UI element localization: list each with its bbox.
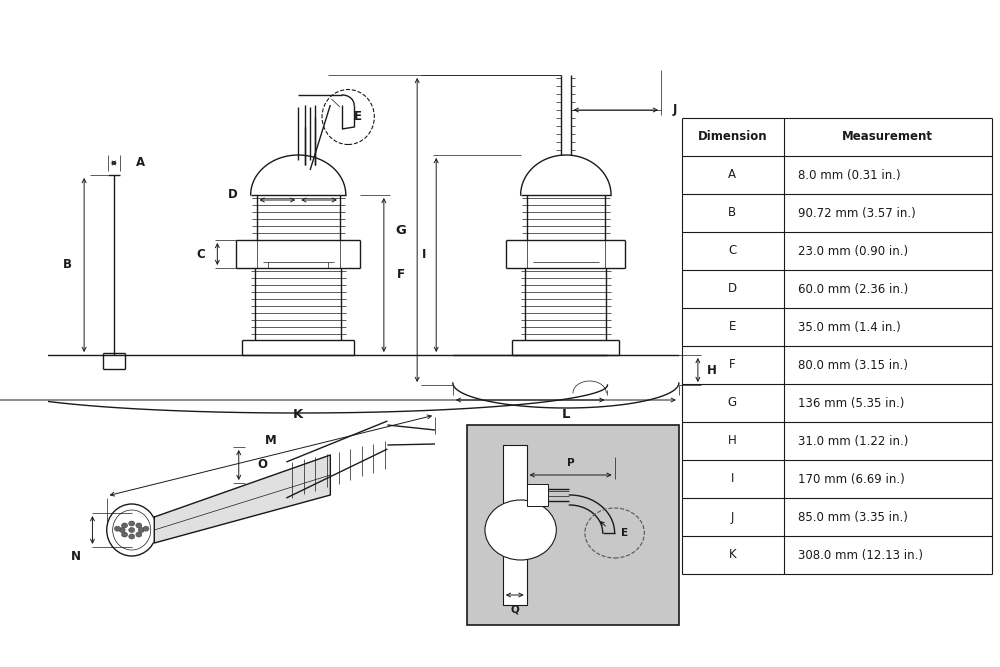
Text: C: C [196, 247, 205, 261]
Text: C: C [728, 245, 736, 257]
Text: 31.0 mm (1.22 in.): 31.0 mm (1.22 in.) [798, 434, 908, 448]
Text: G: G [728, 396, 737, 410]
Text: 170 mm (6.69 in.): 170 mm (6.69 in.) [798, 472, 905, 486]
Text: Dimension: Dimension [698, 131, 767, 143]
Text: A: A [728, 169, 736, 181]
Text: F: F [729, 358, 736, 372]
Text: H: H [728, 434, 737, 448]
Text: O: O [258, 458, 268, 472]
Text: 136 mm (5.35 in.): 136 mm (5.35 in.) [798, 396, 904, 410]
Text: E: E [729, 321, 736, 334]
Text: G: G [395, 223, 406, 237]
Text: A: A [135, 157, 145, 169]
Text: E: E [354, 111, 362, 123]
Circle shape [114, 526, 120, 531]
Polygon shape [154, 455, 330, 543]
Text: M: M [265, 434, 277, 448]
Text: K: K [293, 408, 303, 420]
Text: D: D [728, 283, 737, 295]
Text: K: K [729, 548, 736, 562]
Circle shape [143, 526, 149, 531]
Text: L: L [562, 408, 570, 420]
Text: 90.72 mm (3.57 in.): 90.72 mm (3.57 in.) [798, 207, 916, 219]
Circle shape [129, 534, 135, 539]
Text: J: J [731, 510, 734, 524]
Text: 308.0 mm (12.13 in.): 308.0 mm (12.13 in.) [798, 548, 923, 562]
Text: F: F [397, 269, 405, 281]
Text: 85.0 mm (3.35 in.): 85.0 mm (3.35 in.) [798, 510, 908, 524]
Circle shape [122, 532, 128, 537]
Text: J: J [673, 103, 677, 117]
Bar [503, 445, 527, 605]
Text: 23.0 mm (0.90 in.): 23.0 mm (0.90 in.) [798, 245, 908, 257]
Circle shape [138, 528, 144, 532]
Text: P: P [567, 458, 574, 468]
Circle shape [129, 521, 135, 526]
Text: I: I [422, 249, 426, 261]
Circle shape [122, 523, 128, 528]
Circle shape [129, 528, 135, 532]
Bar [527, 484, 548, 506]
Bar [467, 425, 679, 625]
Text: 35.0 mm (1.4 in.): 35.0 mm (1.4 in.) [798, 321, 901, 334]
Circle shape [119, 528, 125, 532]
Circle shape [485, 500, 556, 560]
Text: D: D [228, 189, 238, 201]
Text: 80.0 mm (3.15 in.): 80.0 mm (3.15 in.) [798, 358, 908, 372]
Text: 60.0 mm (2.36 in.): 60.0 mm (2.36 in.) [798, 283, 908, 295]
Text: N: N [71, 550, 81, 564]
Text: H: H [707, 364, 717, 376]
Text: E: E [621, 528, 628, 538]
Text: 8.0 mm (0.31 in.): 8.0 mm (0.31 in.) [798, 169, 900, 181]
Text: B: B [63, 259, 72, 271]
Circle shape [136, 523, 142, 528]
Text: I: I [731, 472, 734, 486]
Circle shape [136, 532, 142, 537]
Text: B: B [728, 207, 736, 219]
Text: Q: Q [510, 604, 519, 614]
Text: Measurement: Measurement [842, 131, 933, 143]
